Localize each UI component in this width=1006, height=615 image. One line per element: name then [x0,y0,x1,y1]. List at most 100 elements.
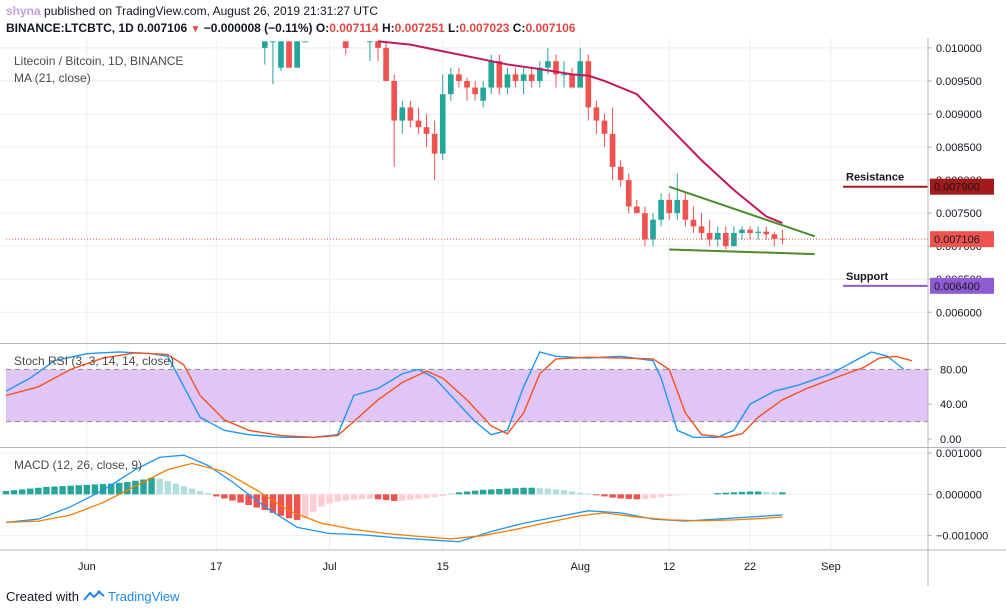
candle[interactable] [698,213,705,240]
candle-body [423,127,430,134]
triangle-upper-trendline [668,185,816,238]
candle[interactable] [342,41,349,55]
candle-body [270,41,276,43]
candle-body [658,199,664,220]
macd-histogram-bar [180,486,188,495]
candle[interactable] [690,206,697,233]
ohlc-high: 0.007251 [394,21,445,35]
stoch-rsi-pane[interactable] [5,351,928,439]
candle[interactable] [464,77,470,101]
macd-histogram-bar [156,478,163,495]
candle[interactable] [423,114,430,148]
candle[interactable] [714,226,721,247]
candle[interactable] [658,193,664,227]
macd-histogram-bar [601,494,608,497]
symbol-name: BINANCE:LTCBTC, 1D [6,21,134,35]
candle[interactable] [682,193,689,227]
candle[interactable] [625,173,632,214]
candle[interactable] [496,54,503,95]
macd-histogram-bar [350,494,358,500]
candle[interactable] [391,74,398,167]
candle[interactable] [642,206,648,247]
candle[interactable] [270,41,276,85]
candle[interactable] [763,226,770,240]
candle[interactable] [585,54,592,121]
macd-histogram-bar [536,488,544,495]
candle[interactable] [520,67,527,95]
candle[interactable] [447,67,454,101]
publish-info: published on TradingView.com, August 26,… [44,4,379,18]
candle[interactable] [609,107,616,181]
candle[interactable] [617,160,624,187]
macd-histogram-bar [641,494,649,499]
candle[interactable] [634,199,640,214]
candle[interactable] [286,41,292,68]
chart-canvas[interactable]: Resistance Support Jun 17 Jul 15 Aug 12 22 Sep 0.… [0,38,1006,586]
publisher-name[interactable]: shyna [6,4,41,18]
candle-body [625,180,632,207]
x-tick-label: 17 [210,561,222,573]
candle[interactable] [739,226,745,240]
candle[interactable] [439,74,446,161]
resistance-price-tag-label: 0.007900 [934,182,980,194]
candle[interactable] [569,67,575,88]
macd-histogram-bar [754,491,762,495]
candle[interactable] [561,61,567,88]
macd-y-tick-label: 0.000000 [936,489,982,501]
candle[interactable] [674,173,681,220]
candle[interactable] [294,41,300,68]
macd-histogram-bar [59,486,66,495]
candle[interactable] [278,41,284,72]
candle[interactable] [415,107,422,134]
candle[interactable] [706,219,713,247]
macd-histogram-bar [714,493,721,495]
x-tick-label: 22 [744,561,756,573]
candle[interactable] [367,41,373,62]
macd-histogram-bar [67,485,74,495]
candle[interactable] [666,193,673,220]
candle[interactable] [375,41,381,62]
candle[interactable] [383,41,389,81]
ma-legend: MA (21, close) [14,71,91,85]
candle[interactable] [731,226,737,247]
macd-histogram-bar [285,494,293,519]
candle[interactable] [431,120,438,181]
price-pane[interactable]: Resistance Support [6,40,928,287]
macd-histogram-bar [164,481,171,495]
candle[interactable] [779,229,786,245]
candle[interactable] [755,226,761,240]
candle[interactable] [536,61,543,88]
candle[interactable] [722,226,729,250]
macd-histogram-bar [334,494,341,502]
candle[interactable] [528,67,535,88]
macd-histogram-bar [245,494,252,506]
candle[interactable] [512,67,519,88]
candle[interactable] [456,67,462,88]
candle[interactable] [480,80,487,108]
stoch-pane-title: Stoch RSI (3, 3, 14, 14, close) [14,354,174,368]
macd-histogram-bar [609,494,616,498]
macd-histogram-bar [140,479,147,495]
candle-body [472,87,478,95]
candle[interactable] [747,226,753,240]
candle[interactable] [302,41,309,43]
macd-histogram-bar [188,488,196,495]
macd-histogram-bar [326,494,333,504]
candle[interactable] [472,80,478,101]
macd-pane[interactable] [2,454,786,543]
macd-histogram-bar [366,494,374,499]
candle[interactable] [407,100,414,128]
ohlc-open-label: O: [315,21,330,35]
tradingview-brand[interactable]: TradingView [108,589,180,604]
candle[interactable] [593,100,600,134]
stoch-y-tick-label: 80.00 [940,364,968,376]
candle[interactable] [650,213,656,247]
macd-histogram-bar [99,484,107,495]
candle[interactable] [261,41,268,65]
candle[interactable] [399,100,406,134]
candle[interactable] [601,114,608,148]
candle[interactable] [504,67,511,95]
candle-body [504,74,511,88]
x-tick-label: 12 [663,561,675,573]
candle-body [488,61,495,88]
